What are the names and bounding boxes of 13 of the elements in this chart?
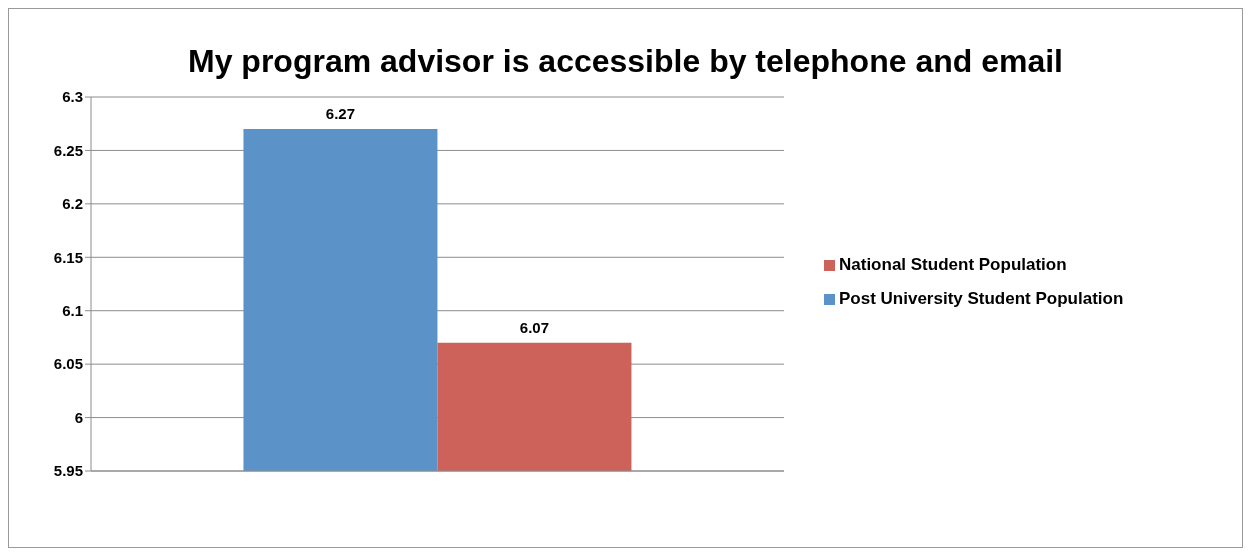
legend-label: Post University Student Population [839, 289, 1124, 308]
legend-label: National Student Population [839, 255, 1067, 274]
y-tick-label: 6 [74, 408, 83, 426]
data-label: 6.27 [325, 105, 356, 123]
y-tick-label: 6.3 [62, 88, 83, 106]
y-tick-label: 6.1 [62, 302, 83, 320]
y-tick-label: 5.95 [53, 462, 83, 480]
y-tick-label: 6.15 [53, 248, 83, 266]
chart-title: My program advisor is accessible by telephone and email [187, 42, 1064, 81]
y-tick-label: 6.05 [53, 355, 83, 373]
y-tick-label: 6.2 [62, 195, 83, 213]
data-label: 6.07 [519, 318, 550, 336]
y-tick-label: 6.25 [53, 141, 83, 159]
